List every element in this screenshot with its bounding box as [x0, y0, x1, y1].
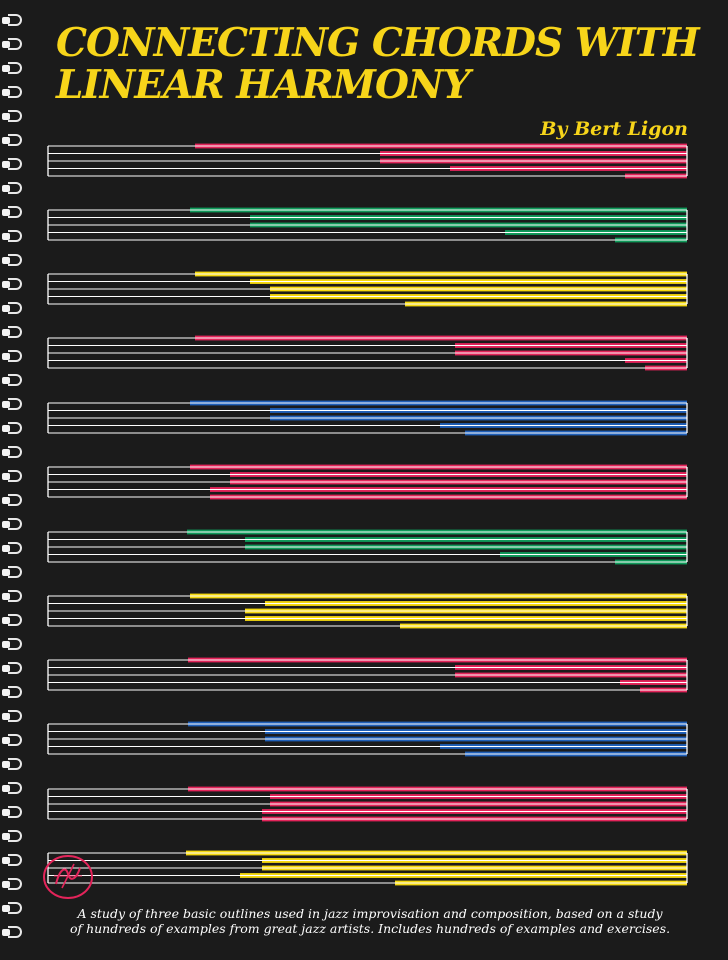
blurb-line-1: A study of three basic outlines used in … — [77, 906, 663, 921]
spiral-coil — [2, 926, 24, 940]
spiral-coil — [2, 902, 24, 916]
publisher-logo-icon — [43, 855, 93, 899]
title-line-1: CONNECTING CHORDS WITH — [56, 20, 700, 66]
book-title: CONNECTING CHORDS WITH LINEAR HARMONY — [56, 22, 716, 106]
staff-6 — [47, 464, 688, 500]
spiral-binding-icon — [0, 0, 30, 960]
spiral-coil — [2, 590, 24, 604]
spiral-coil — [2, 110, 24, 124]
spiral-coil — [2, 350, 24, 364]
spiral-coil — [2, 854, 24, 868]
staff-2 — [47, 207, 688, 243]
spiral-coil — [2, 278, 24, 292]
spiral-coil — [2, 686, 24, 700]
spiral-coil — [2, 758, 24, 772]
staff-4 — [47, 335, 688, 371]
staff-5 — [47, 400, 688, 436]
author-credit: By Bert Ligon — [540, 118, 688, 140]
spiral-coil — [2, 638, 24, 652]
spiral-coil — [2, 806, 24, 820]
spiral-coil — [2, 710, 24, 724]
spiral-coil — [2, 158, 24, 172]
staff-1 — [47, 143, 688, 179]
spiral-coil — [2, 326, 24, 340]
spiral-coil — [2, 830, 24, 844]
spiral-coil — [2, 494, 24, 508]
spiral-coil — [2, 446, 24, 460]
spiral-coil — [2, 38, 24, 52]
spiral-coil — [2, 566, 24, 580]
staff-10 — [47, 721, 688, 757]
spiral-coil — [2, 302, 24, 316]
spiral-coil — [2, 14, 24, 28]
blurb-line-2: of hundreds of examples from great jazz … — [69, 921, 671, 936]
staff-8 — [47, 593, 688, 629]
spiral-coil — [2, 254, 24, 268]
spiral-coil — [2, 614, 24, 628]
spiral-coil — [2, 86, 24, 100]
spiral-coil — [2, 374, 24, 388]
spiral-coil — [2, 182, 24, 196]
spiral-coil — [2, 734, 24, 748]
spiral-coil — [2, 398, 24, 412]
spiral-coil — [2, 230, 24, 244]
title-line-2: LINEAR HARMONY — [56, 62, 470, 108]
staff-11 — [47, 786, 688, 822]
staff-9 — [47, 657, 688, 693]
spiral-coil — [2, 542, 24, 556]
staff-12 — [47, 850, 688, 886]
spiral-coil — [2, 422, 24, 436]
spiral-coil — [2, 134, 24, 148]
staff-3 — [47, 271, 688, 307]
spiral-coil — [2, 878, 24, 892]
spiral-coil — [2, 518, 24, 532]
spiral-coil — [2, 470, 24, 484]
spiral-coil — [2, 662, 24, 676]
cover-blurb: A study of three basic outlines used in … — [30, 906, 710, 936]
staff-7 — [47, 529, 688, 565]
spiral-coil — [2, 782, 24, 796]
spiral-coil — [2, 62, 24, 76]
spiral-coil — [2, 206, 24, 220]
